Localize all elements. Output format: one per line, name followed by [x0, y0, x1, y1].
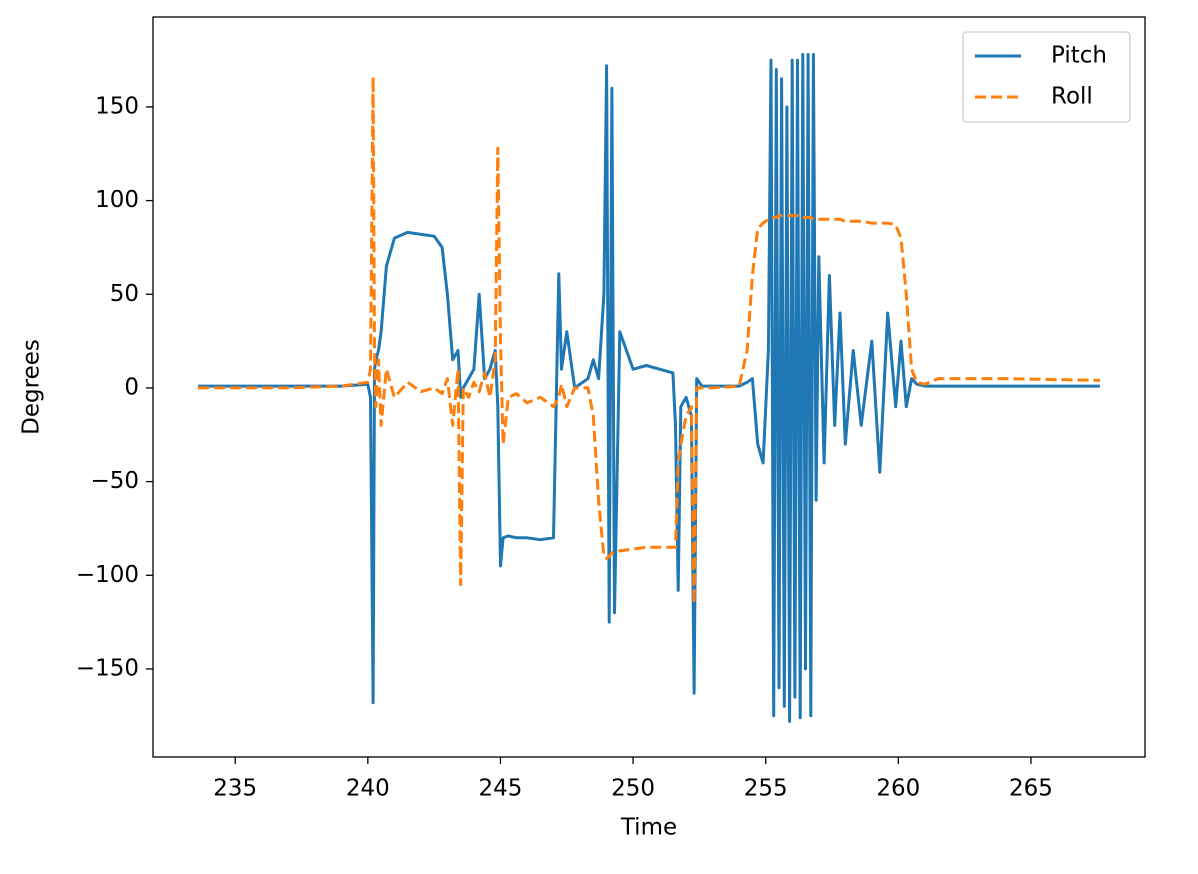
x-tick-label: 265: [1009, 776, 1053, 802]
legend-label: Pitch: [1051, 43, 1107, 69]
y-tick-label: −150: [76, 655, 139, 681]
x-tick-label: 235: [213, 776, 257, 802]
y-tick-label: 100: [95, 187, 139, 213]
y-tick-label: 150: [95, 93, 139, 119]
plot-frame: [152, 16, 1146, 758]
x-tick-label: 260: [876, 776, 920, 802]
y-tick-label: −100: [76, 562, 139, 588]
x-tick-label: 240: [346, 776, 390, 802]
data-line: [198, 53, 1100, 723]
y-tick-label: 50: [110, 281, 139, 307]
x-axis-label: Time: [620, 815, 677, 841]
x-tick-label: 250: [611, 776, 655, 802]
y-tick-label: 0: [124, 374, 139, 400]
y-tick-label: −50: [90, 468, 139, 494]
y-axis-label: Degrees: [19, 339, 45, 435]
data-line: [198, 75, 1100, 605]
legend-label: Roll: [1051, 84, 1093, 110]
x-tick-label: 255: [744, 776, 788, 802]
x-tick-label: 245: [479, 776, 523, 802]
